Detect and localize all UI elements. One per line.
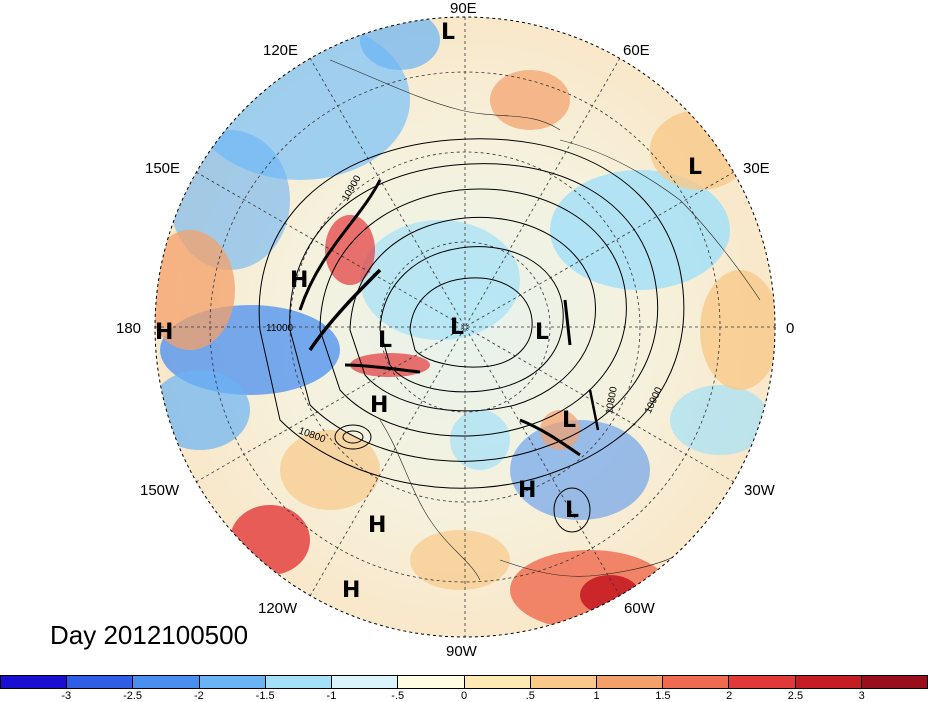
colorbar-swatch	[464, 676, 531, 688]
lon-label-120w: 120W	[258, 600, 298, 617]
colorbar-swatch	[332, 676, 399, 688]
colorbar-swatch	[199, 676, 266, 688]
colorbar-swatch	[795, 676, 862, 688]
lon-label-60w: 60W	[624, 600, 655, 617]
colorbar-swatch	[398, 676, 465, 688]
pressure-center: H	[370, 393, 389, 418]
colorbar-tick-label: 1	[593, 690, 600, 702]
pressure-center: H	[368, 513, 387, 538]
pressure-center: L	[565, 498, 580, 523]
pressure-center: H	[518, 478, 537, 503]
colorbar	[0, 675, 928, 689]
colorbar-tick-label: -3	[61, 690, 72, 702]
colorbar-tick-label: 0	[460, 690, 468, 702]
colorbar-tick-label: 2.5	[787, 690, 804, 702]
height-contours	[258, 138, 685, 533]
colorbar-tick-label: 2	[726, 690, 733, 702]
pressure-center: L	[378, 328, 393, 353]
colorbar-swatch	[663, 676, 730, 688]
pressure-center: L	[441, 20, 456, 45]
colorbar-tick-label: -.5	[391, 690, 405, 702]
colorbar-swatch	[861, 676, 928, 688]
colorbar-tick-label: -2.5	[123, 690, 143, 702]
colorbar-tick-label: 1.5	[655, 690, 671, 702]
colorbar-swatch	[67, 676, 134, 688]
colorbar-tick-label: -2	[193, 690, 204, 702]
colorbar-swatch	[530, 676, 597, 688]
pressure-center: L	[688, 155, 703, 180]
graticule	[155, 17, 775, 637]
colorbar-tick-label: 3	[858, 690, 865, 702]
colorbar-tick-label: .5	[525, 690, 535, 702]
lon-label-150w: 150W	[140, 482, 180, 499]
pressure-center: L	[535, 320, 550, 345]
lon-label-90w: 90W	[446, 643, 477, 660]
pressure-center: H	[342, 578, 361, 603]
colorbar-tick-label: -1	[326, 690, 337, 702]
lon-label-150e: 150E	[145, 160, 181, 177]
lon-label-30e: 30E	[743, 160, 770, 177]
colorbar-swatch	[133, 676, 200, 688]
colorbar-swatch	[596, 676, 664, 688]
colorbar-swatch	[1, 676, 68, 688]
lon-label-30w: 30W	[744, 482, 775, 499]
lon-label-180: 180	[116, 320, 142, 337]
pressure-center: L	[562, 408, 577, 433]
lon-label-120e: 120E	[263, 42, 299, 59]
lon-label-90e: 90E	[450, 0, 477, 17]
day-title: Day 2012100500	[50, 620, 249, 650]
colorbar-tick-label: -1.5	[255, 690, 275, 702]
lon-label-60e: 60E	[623, 42, 650, 59]
lon-label-0: 0	[786, 320, 795, 337]
pressure-center: H	[290, 268, 309, 293]
pressure-center: L	[450, 315, 465, 340]
pressure-center: H	[155, 320, 174, 345]
colorbar-swatch	[265, 676, 333, 688]
colorbar-swatch	[729, 676, 796, 688]
contour-label: 11000	[266, 323, 294, 334]
